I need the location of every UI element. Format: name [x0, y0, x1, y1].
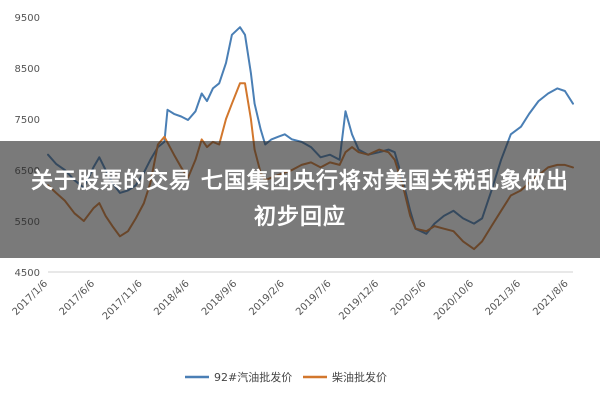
y-tick-label: 7500 — [15, 115, 40, 126]
x-tick-label: 2021/8/6 — [531, 278, 571, 318]
x-tick-label: 2017/1/6 — [11, 278, 51, 318]
x-tick-label: 2020/5/6 — [389, 278, 429, 318]
x-tick-label: 2017/11/6 — [101, 278, 145, 322]
x-tick-label: 2020/10/6 — [432, 278, 476, 322]
x-tick-label: 2021/3/6 — [484, 278, 524, 318]
legend-label-1: 柴油批发价 — [332, 370, 387, 384]
x-tick-label: 2019/2/6 — [247, 278, 287, 318]
legend-label-0: 92#汽油批发价 — [214, 370, 292, 384]
x-tick-label: 2019/12/6 — [337, 278, 381, 322]
y-tick-label: 8500 — [15, 64, 40, 75]
x-tick-label: 2017/6/6 — [58, 278, 98, 318]
headline-title: 关于股票的交易 七国集团央行将对美国关税乱象做出初步回应 — [31, 168, 569, 230]
x-tick-label: 2018/9/6 — [200, 278, 240, 318]
x-tick-label: 2019/7/6 — [294, 278, 334, 318]
legend: 92#汽油批发价 柴油批发价 — [185, 370, 387, 384]
y-tick-label: 9500 — [15, 13, 40, 24]
y-tick-label: 4500 — [15, 268, 40, 279]
headline-overlay: 关于股票的交易 七国集团央行将对美国关税乱象做出初步回应 — [0, 141, 600, 258]
x-axis: 2017/1/6 2017/6/6 2017/11/6 2018/4/6 2018/9/… — [11, 271, 573, 322]
x-tick-label: 2018/4/6 — [152, 278, 192, 318]
